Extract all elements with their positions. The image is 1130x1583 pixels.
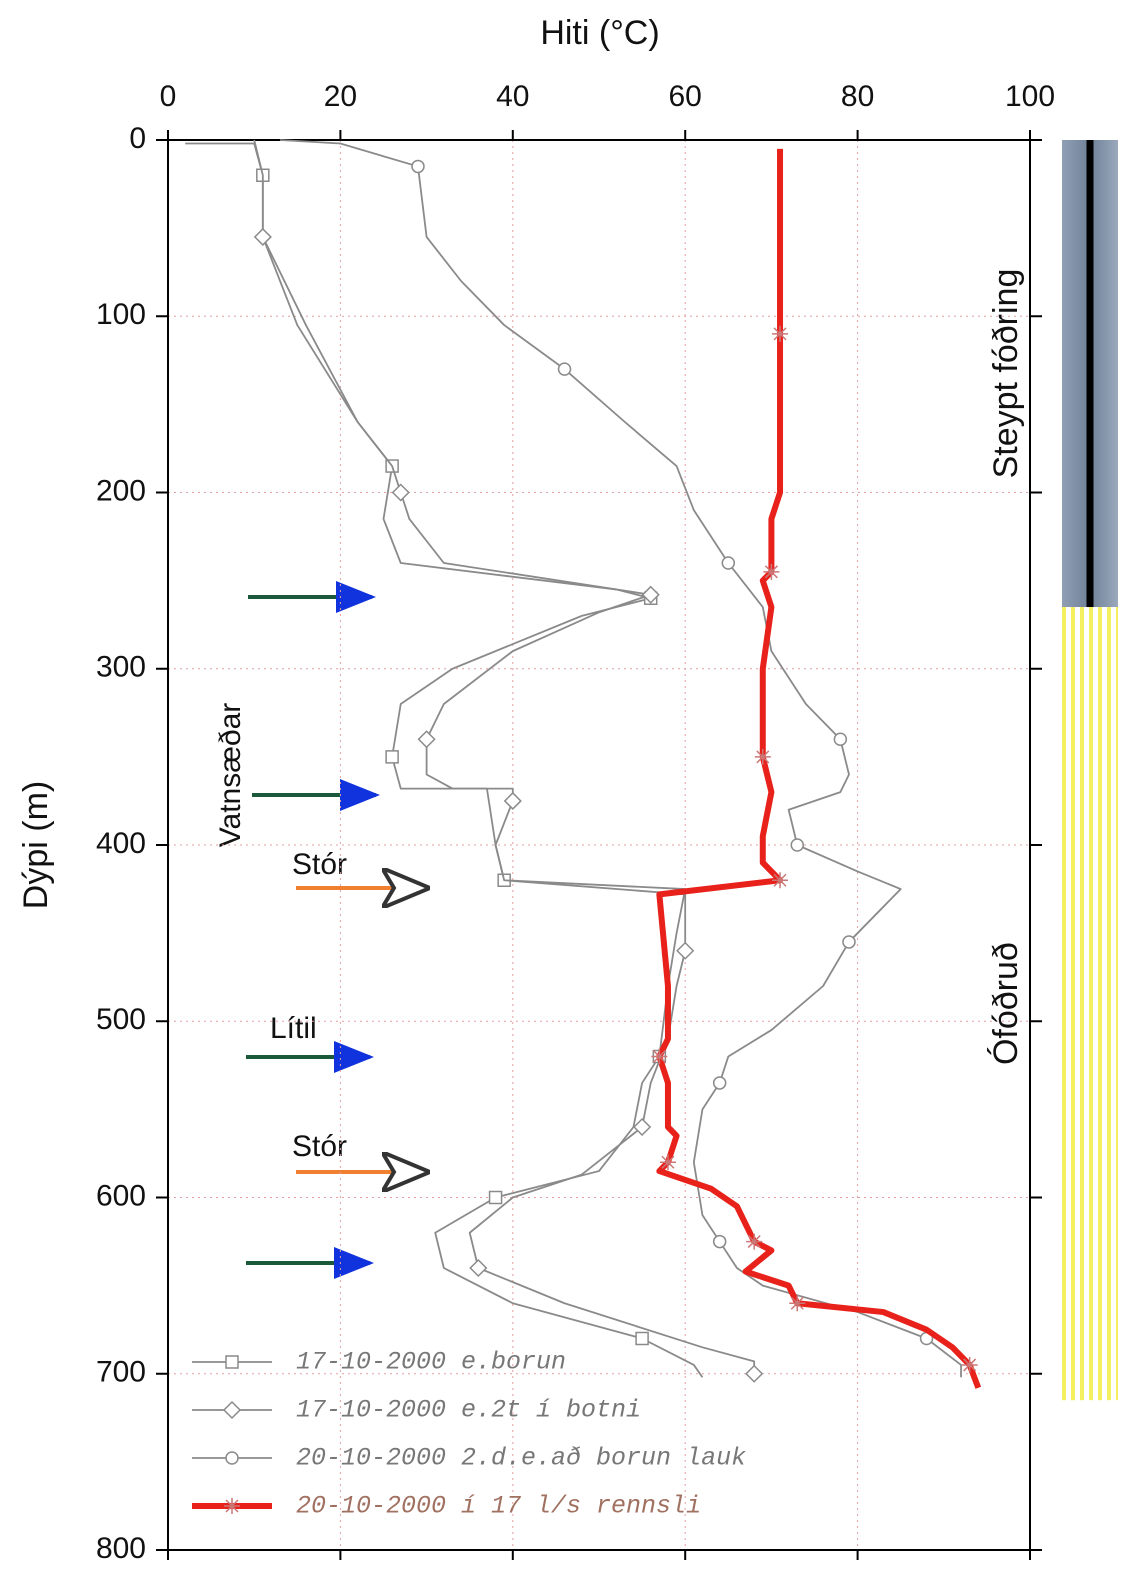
marker [470, 1260, 486, 1276]
marker [746, 1234, 762, 1250]
marker [412, 160, 424, 172]
marker [393, 485, 409, 501]
x-tick-label: 80 [841, 80, 874, 113]
marker [636, 1333, 648, 1345]
marker [386, 751, 398, 763]
y-tick-label: 700 [96, 1356, 146, 1389]
x-tick-label: 0 [160, 80, 177, 113]
marker [505, 793, 521, 809]
marker [490, 1192, 502, 1204]
marker [834, 733, 846, 745]
annotation: Stór [292, 1130, 347, 1163]
marker [772, 872, 788, 888]
column-segment [1062, 607, 1118, 1400]
marker [226, 1356, 238, 1368]
marker [772, 326, 788, 342]
x-tick-label: 40 [496, 80, 529, 113]
arrows [246, 597, 426, 1263]
x-tick-label: 60 [669, 80, 702, 113]
y-tick-label: 400 [96, 827, 146, 860]
legend-label: 20-10-2000 2.d.e.að borun lauk [296, 1444, 746, 1473]
marker [755, 749, 771, 765]
marker [714, 1236, 726, 1248]
marker [789, 1295, 805, 1311]
marker [651, 1049, 667, 1065]
marker [226, 1452, 238, 1464]
y-tick-label: 800 [96, 1532, 146, 1565]
y-tick-label: 600 [96, 1179, 146, 1212]
marker [722, 557, 734, 569]
y-tick-label: 200 [96, 474, 146, 507]
y-axis-title: Dýpi (m) [17, 781, 55, 909]
series-line [280, 140, 961, 1377]
y-tick-label: 300 [96, 651, 146, 684]
legend-label: 17-10-2000 e.borun [296, 1348, 566, 1377]
marker [634, 1119, 650, 1135]
marker [419, 731, 435, 747]
marker [224, 1402, 240, 1418]
annotation: Stór [292, 848, 347, 881]
legend-label: 17-10-2000 e.2t í botni [296, 1396, 641, 1425]
marker [763, 564, 779, 580]
column-label: Ófóðruð [987, 942, 1025, 1065]
x-tick-label: 100 [1005, 80, 1055, 113]
marker [962, 1357, 978, 1373]
y-tick-label: 500 [96, 1003, 146, 1036]
y-tick-label: 100 [96, 298, 146, 331]
marker [746, 1366, 762, 1382]
column-label: Steypt fóðring [987, 269, 1025, 479]
marker [791, 839, 803, 851]
marker [660, 1154, 676, 1170]
annotation: Lítil [270, 1012, 317, 1045]
legend-label: 20-10-2000 í 17 l/s rennsli [296, 1492, 701, 1521]
x-tick-label: 20 [324, 80, 357, 113]
marker [255, 229, 271, 245]
marker [559, 363, 571, 375]
x-axis-title: Hiti (°C) [540, 14, 659, 52]
marker [843, 936, 855, 948]
chart: Hiti (°C) Dýpi (m) Vatnsæðar Stór Lítil … [0, 0, 1130, 1583]
series-line [659, 149, 978, 1388]
annotation: Vatnsæðar [214, 703, 247, 848]
y-tick-label: 0 [129, 122, 146, 155]
marker [714, 1077, 726, 1089]
series-line [185, 144, 702, 1378]
marker [677, 943, 693, 959]
marker [224, 1498, 240, 1514]
